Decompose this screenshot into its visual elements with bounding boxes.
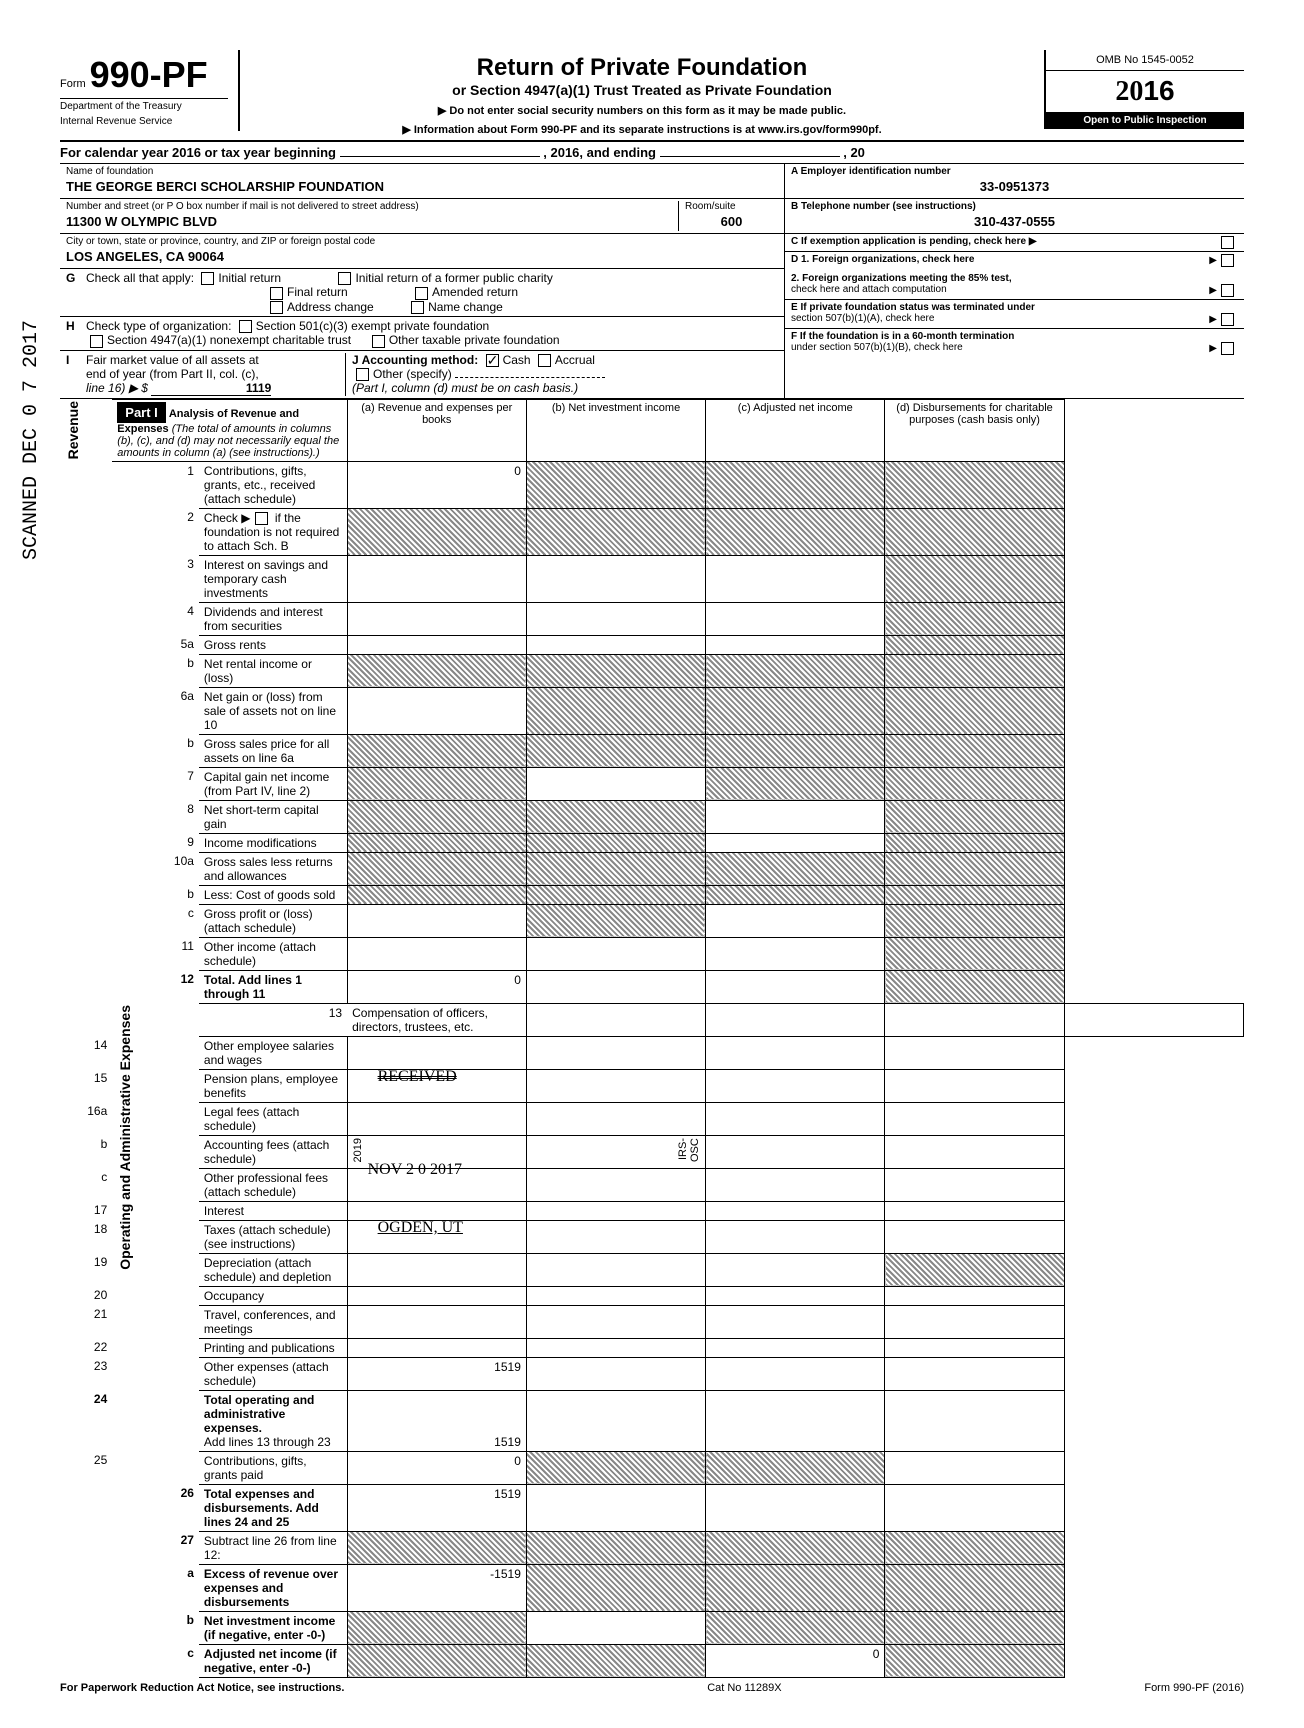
name-change-checkbox[interactable] bbox=[411, 301, 424, 314]
address-change-checkbox[interactable] bbox=[270, 301, 283, 314]
d2-checkbox[interactable] bbox=[1221, 284, 1234, 297]
footer-right: Form 990-PF (2016) bbox=[1144, 1682, 1244, 1694]
r24-a: 1519 bbox=[347, 1390, 526, 1451]
cash-checkbox[interactable] bbox=[486, 354, 499, 367]
r27c-c: 0 bbox=[706, 1644, 885, 1677]
d1-checkbox[interactable] bbox=[1221, 254, 1234, 267]
dept-irs: Internal Revenue Service bbox=[60, 114, 228, 127]
other-taxable-checkbox[interactable] bbox=[372, 335, 385, 348]
former-charity-checkbox[interactable] bbox=[338, 272, 351, 285]
r27a-a: -1519 bbox=[347, 1564, 526, 1611]
section-ij: I Fair market value of all assets at end… bbox=[60, 351, 784, 398]
dept-treasury: Department of the Treasury bbox=[60, 98, 228, 112]
section-g: G Check all that apply: Initial return I… bbox=[60, 269, 784, 317]
foundation-info: Name of foundation THE GEORGE BERCI SCHO… bbox=[60, 164, 1244, 399]
schb-checkbox[interactable] bbox=[255, 512, 268, 525]
form-header: Form 990-PF Department of the Treasury I… bbox=[60, 50, 1244, 142]
form-number: 990-PF bbox=[90, 54, 208, 95]
accrual-checkbox[interactable] bbox=[538, 354, 551, 367]
f-checkbox[interactable] bbox=[1221, 342, 1234, 355]
ein-value: 33-0951373 bbox=[791, 177, 1238, 196]
phone-value: 310-437-0555 bbox=[791, 212, 1238, 231]
tax-year: 2016 bbox=[1046, 71, 1244, 112]
fmv-value: 1119 bbox=[151, 381, 271, 396]
501c3-checkbox[interactable] bbox=[239, 320, 252, 333]
scanned-stamp: SCANNED DEC 0 7 2017 bbox=[20, 320, 43, 560]
r25-a: 0 bbox=[347, 1451, 526, 1484]
initial-return-checkbox[interactable] bbox=[201, 272, 214, 285]
ein-label: A Employer identification number bbox=[791, 166, 1238, 177]
col-a-header: (a) Revenue and expenses per books bbox=[347, 399, 526, 461]
foundation-city: LOS ANGELES, CA 90064 bbox=[66, 247, 778, 266]
other-method-checkbox[interactable] bbox=[356, 368, 369, 381]
col-d-header: (d) Disbursements for charitable purpose… bbox=[885, 399, 1064, 461]
form-subtitle: or Section 4947(a)(1) Trust Treated as P… bbox=[250, 82, 1034, 98]
date-stamp: NOV 2 0 2017 bbox=[368, 1161, 462, 1179]
room-suite: 600 bbox=[685, 212, 778, 231]
ogden-stamp: OGDEN, UT bbox=[378, 1219, 463, 1237]
section-h: H Check type of organization: Section 50… bbox=[60, 317, 784, 351]
part1-table: Revenue Part I Analysis of Revenue and E… bbox=[60, 399, 1244, 1678]
calendar-year-row: For calendar year 2016 or tax year begin… bbox=[60, 142, 1244, 164]
received-stamp: RECEIVED bbox=[378, 1068, 457, 1086]
form-note1: ▶ Do not enter social security numbers o… bbox=[250, 104, 1034, 117]
c-checkbox[interactable] bbox=[1221, 236, 1234, 249]
footer-center: Cat No 11289X bbox=[707, 1682, 781, 1694]
room-label: Room/suite bbox=[685, 201, 778, 212]
foundation-name: THE GEORGE BERCI SCHOLARSHIP FOUNDATION bbox=[66, 177, 778, 196]
foundation-address: 11300 W OLYMPIC BLVD bbox=[66, 212, 678, 231]
footer-left: For Paperwork Reduction Act Notice, see … bbox=[60, 1682, 344, 1694]
inspection-notice: Open to Public Inspection bbox=[1046, 112, 1244, 129]
addr-label: Number and street (or P O box number if … bbox=[66, 201, 678, 212]
phone-label: B Telephone number (see instructions) bbox=[791, 201, 1238, 212]
page-footer: For Paperwork Reduction Act Notice, see … bbox=[60, 1682, 1244, 1694]
col-c-header: (c) Adjusted net income bbox=[706, 399, 885, 461]
city-label: City or town, state or province, country… bbox=[66, 236, 778, 247]
r1-a: 0 bbox=[347, 461, 526, 508]
r26-a: 1519 bbox=[347, 1484, 526, 1531]
expenses-sidebar: Operating and Administrative Expenses bbox=[117, 1005, 133, 1270]
name-label: Name of foundation bbox=[66, 166, 778, 177]
e-checkbox[interactable] bbox=[1221, 313, 1234, 326]
col-b-header: (b) Net investment income bbox=[526, 399, 705, 461]
part1-label: Part I bbox=[117, 402, 166, 423]
c-label: C If exemption application is pending, c… bbox=[791, 236, 1037, 249]
form-prefix: Form bbox=[60, 78, 86, 90]
form-note2: ▶ Information about Form 990-PF and its … bbox=[250, 123, 1034, 136]
4947a1-checkbox[interactable] bbox=[90, 335, 103, 348]
r12-a: 0 bbox=[347, 970, 526, 1003]
amended-return-checkbox[interactable] bbox=[415, 287, 428, 300]
revenue-sidebar: Revenue bbox=[65, 401, 81, 459]
r23-a: 1519 bbox=[347, 1357, 526, 1390]
final-return-checkbox[interactable] bbox=[270, 287, 283, 300]
form-title: Return of Private Foundation bbox=[250, 54, 1034, 82]
omb-number: OMB No 1545-0052 bbox=[1046, 50, 1244, 71]
